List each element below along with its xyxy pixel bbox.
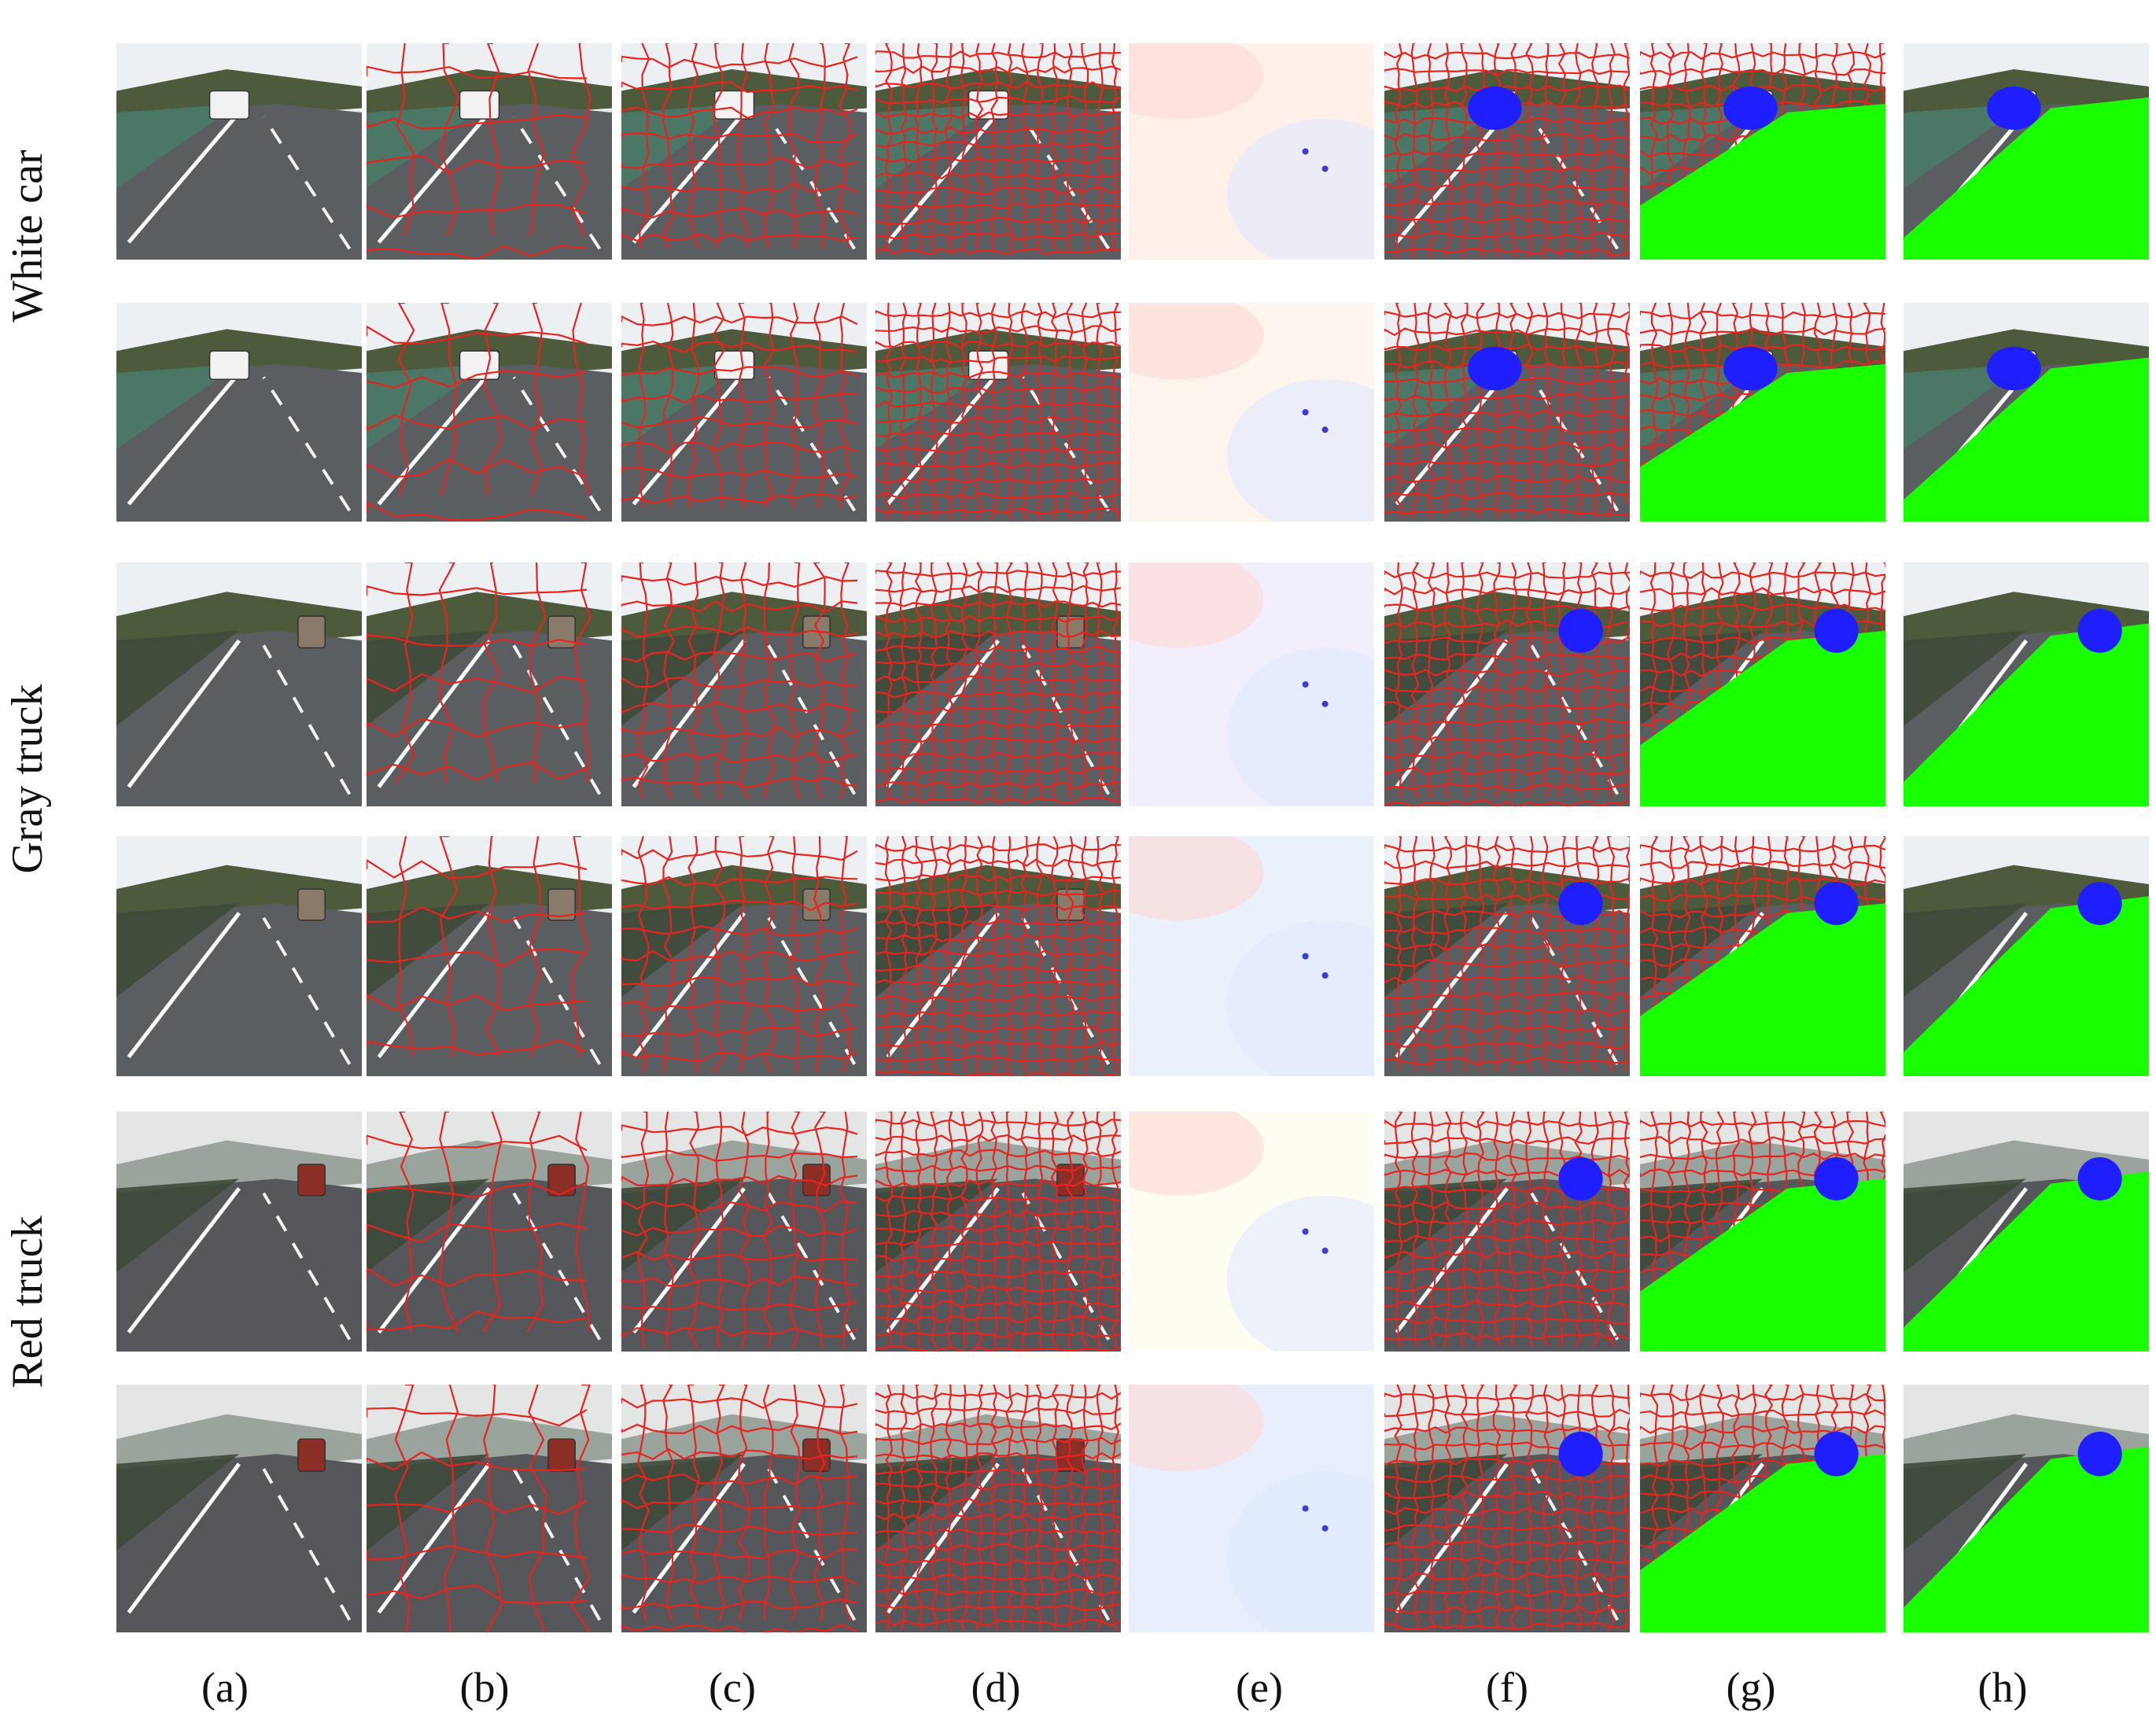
- panel-row5-col-a: [116, 1112, 362, 1352]
- panel-row2-col-c: [621, 303, 867, 522]
- panel-row5-col-g: [1640, 1112, 1885, 1352]
- panel-row4-col-h: [1904, 836, 2149, 1076]
- row-label-gray-truck: Gray truck: [3, 684, 52, 874]
- panel-row6-col-h: [1904, 1385, 2149, 1632]
- panel-row5-col-b: [367, 1112, 612, 1352]
- row-label-white-car: White car: [3, 149, 52, 323]
- panel-row1-col-f: [1384, 43, 1630, 260]
- column-label-h: (h): [1977, 1664, 2028, 1711]
- panel-row1-col-b: [367, 43, 612, 260]
- row-label-red-truck: Red truck: [3, 1215, 52, 1389]
- panel-row5-col-h: [1904, 1112, 2149, 1352]
- panel-row6-col-c: [621, 1385, 867, 1632]
- panel-row4-col-e: [1129, 836, 1374, 1076]
- column-label-d: (d): [971, 1664, 1021, 1711]
- panel-row3-col-d: [875, 562, 1121, 806]
- panel-row5-col-e: [1129, 1112, 1374, 1352]
- panel-row1-col-c: [621, 43, 867, 260]
- panel-row2-col-h: [1904, 303, 2149, 522]
- panel-row4-col-g: [1640, 836, 1885, 1076]
- panel-row4-col-d: [875, 836, 1121, 1076]
- panel-row1-col-g: [1640, 43, 1885, 260]
- column-label-g: (g): [1726, 1664, 1776, 1711]
- panel-row3-col-h: [1904, 562, 2149, 806]
- panel-row6-col-a: [116, 1385, 362, 1632]
- panel-row2-col-d: [875, 303, 1121, 522]
- panel-row2-col-a: [116, 303, 362, 522]
- panel-row1-col-h: [1904, 43, 2149, 260]
- panel-row3-col-e: [1129, 562, 1374, 806]
- panel-row6-col-g: [1640, 1385, 1885, 1632]
- panel-row2-col-e: [1129, 303, 1374, 522]
- column-label-b: (b): [459, 1664, 510, 1711]
- panel-row4-col-a: [116, 836, 362, 1076]
- panel-row3-col-f: [1384, 562, 1630, 806]
- panel-row2-col-g: [1640, 303, 1885, 522]
- panel-row5-col-f: [1384, 1112, 1630, 1352]
- panel-row3-col-g: [1640, 562, 1885, 806]
- panel-row3-col-b: [367, 562, 612, 806]
- panel-row1-col-d: [875, 43, 1121, 260]
- panel-row4-col-c: [621, 836, 867, 1076]
- panel-row6-col-d: [875, 1385, 1121, 1632]
- panel-row4-col-f: [1384, 836, 1630, 1076]
- column-label-f: (f): [1486, 1664, 1528, 1711]
- panel-row3-col-c: [621, 562, 867, 806]
- panel-row2-col-f: [1384, 303, 1630, 522]
- column-label-a: (a): [201, 1664, 249, 1711]
- column-label-c: (c): [709, 1664, 756, 1711]
- panel-row2-col-b: [367, 303, 612, 522]
- panel-row1-col-e: [1129, 43, 1374, 260]
- column-label-e: (e): [1236, 1664, 1283, 1711]
- panel-row5-col-d: [875, 1112, 1121, 1352]
- panel-row6-col-e: [1129, 1385, 1374, 1632]
- panel-row1-col-a: [116, 43, 362, 260]
- panel-row3-col-a: [116, 562, 362, 806]
- panel-row6-col-b: [367, 1385, 612, 1632]
- panel-row6-col-f: [1384, 1385, 1630, 1632]
- panel-row5-col-c: [621, 1112, 867, 1352]
- panel-row4-col-b: [367, 836, 612, 1076]
